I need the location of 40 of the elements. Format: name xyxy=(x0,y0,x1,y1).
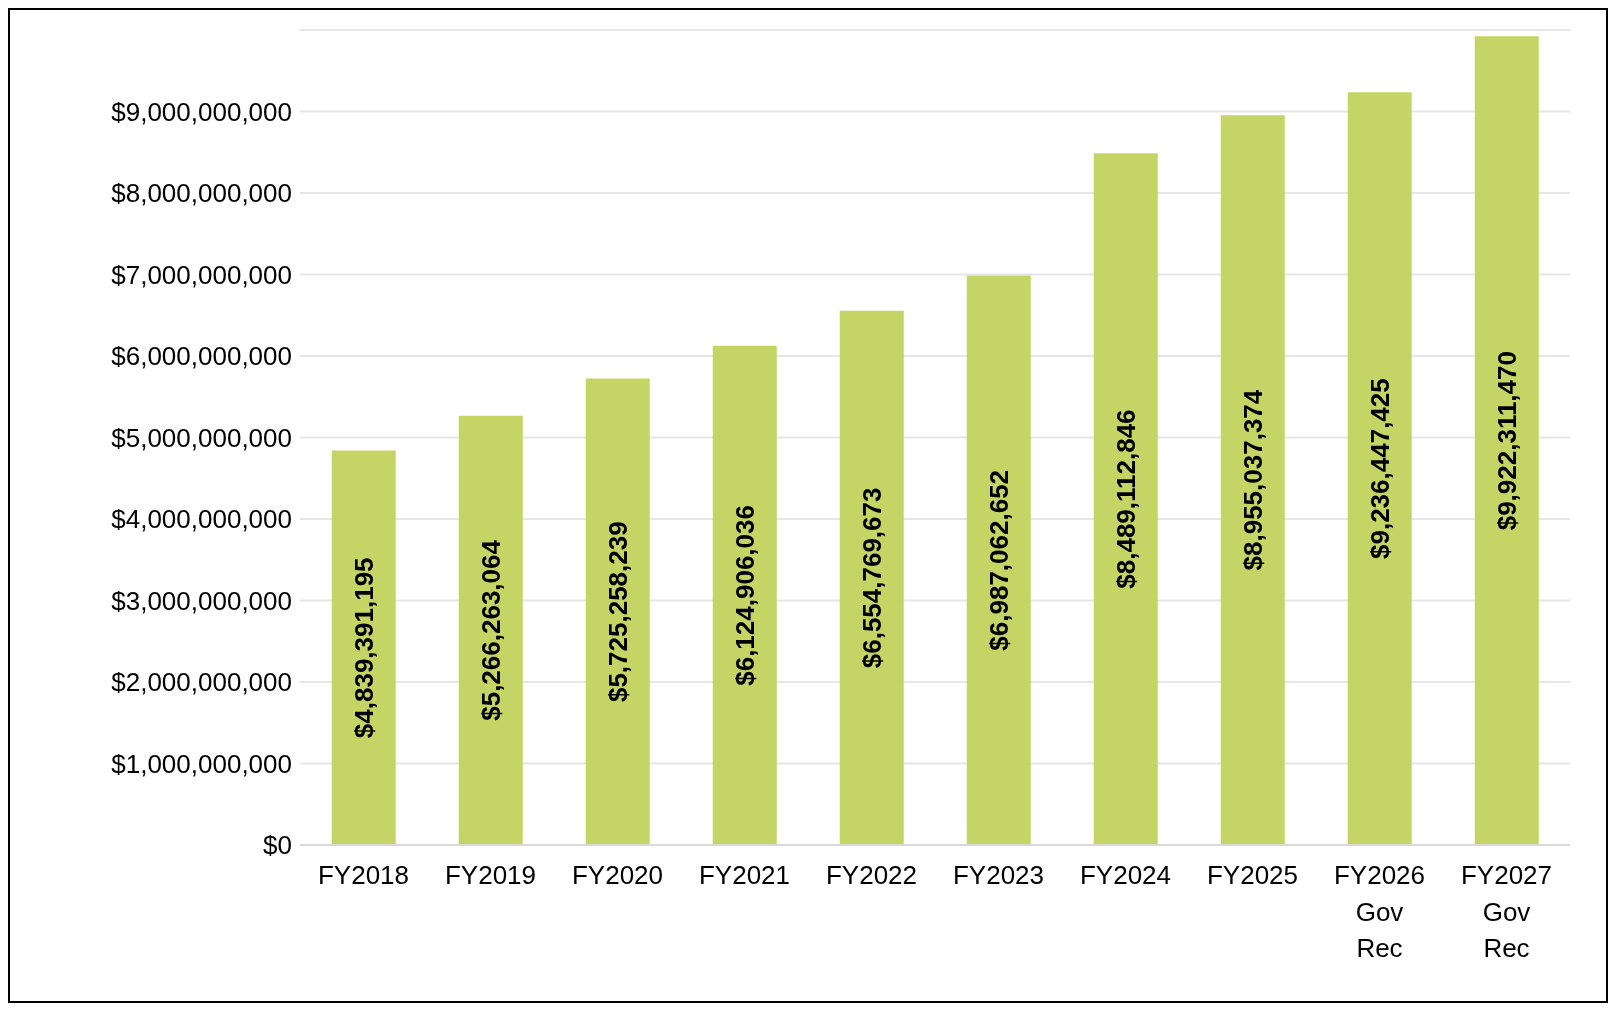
data-label: $6,554,769,673 xyxy=(856,487,887,669)
bar xyxy=(1474,36,1539,845)
data-label: $5,725,258,239 xyxy=(602,521,633,703)
data-label: $9,922,311,470 xyxy=(1491,351,1522,531)
data-label: $5,266,263,064 xyxy=(475,539,506,721)
bar xyxy=(1347,92,1412,845)
data-label: $8,955,037,374 xyxy=(1237,389,1268,571)
bar xyxy=(712,345,777,845)
x-tick-label: FY2020 xyxy=(571,860,664,891)
x-tick-label: FY2019 xyxy=(444,860,537,891)
x-tick-label: FY2018 xyxy=(317,860,410,891)
bar xyxy=(839,310,904,845)
bar xyxy=(1093,153,1158,845)
data-label: $6,124,906,036 xyxy=(729,505,760,686)
y-tick-label: $4,000,000,000 xyxy=(111,504,292,535)
y-tick-label: $1,000,000,000 xyxy=(111,748,292,779)
data-label: $6,987,062,652 xyxy=(983,469,1014,651)
x-tick-label: FY2023 xyxy=(952,860,1045,891)
x-tick-label: FY2021 xyxy=(698,860,791,891)
x-tick-label: FY2026 Gov Rec xyxy=(1333,860,1426,964)
y-tick-label: $6,000,000,000 xyxy=(111,341,292,372)
bar xyxy=(1220,115,1285,845)
data-label: $8,489,112,846 xyxy=(1110,409,1141,589)
y-tick-label: $2,000,000,000 xyxy=(111,667,292,698)
bar xyxy=(585,378,650,845)
bar xyxy=(966,275,1031,845)
bar xyxy=(331,450,396,845)
x-tick-label: FY2024 xyxy=(1079,860,1172,891)
data-label: $9,236,447,425 xyxy=(1364,378,1395,559)
bar xyxy=(458,415,523,845)
data-label: $4,839,391,195 xyxy=(348,557,379,739)
y-tick-label: $9,000,000,000 xyxy=(111,96,292,127)
x-tick-label: FY2022 xyxy=(825,860,918,891)
y-tick-label: $7,000,000,000 xyxy=(111,259,292,290)
x-tick-label: FY2025 xyxy=(1206,860,1299,891)
y-tick-label: $8,000,000,000 xyxy=(111,178,292,209)
y-tick-label: $0 xyxy=(263,830,292,861)
y-tick-label: $5,000,000,000 xyxy=(111,422,292,453)
x-tick-label: FY2027 Gov Rec xyxy=(1460,860,1553,964)
y-tick-label: $3,000,000,000 xyxy=(111,585,292,616)
